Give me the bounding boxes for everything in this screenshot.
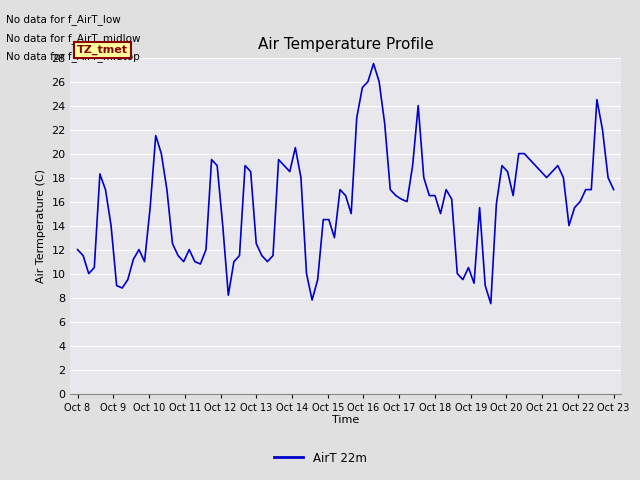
Text: TZ_tmet: TZ_tmet — [77, 45, 128, 55]
Legend: AirT 22m: AirT 22m — [269, 447, 371, 469]
Y-axis label: Air Termperature (C): Air Termperature (C) — [36, 168, 45, 283]
Title: Air Temperature Profile: Air Temperature Profile — [258, 37, 433, 52]
X-axis label: Time: Time — [332, 415, 359, 425]
Text: No data for f_AirT_midlow: No data for f_AirT_midlow — [6, 33, 141, 44]
Text: No data for f_AirT_midtop: No data for f_AirT_midtop — [6, 51, 140, 62]
Text: No data for f_AirT_low: No data for f_AirT_low — [6, 14, 121, 25]
